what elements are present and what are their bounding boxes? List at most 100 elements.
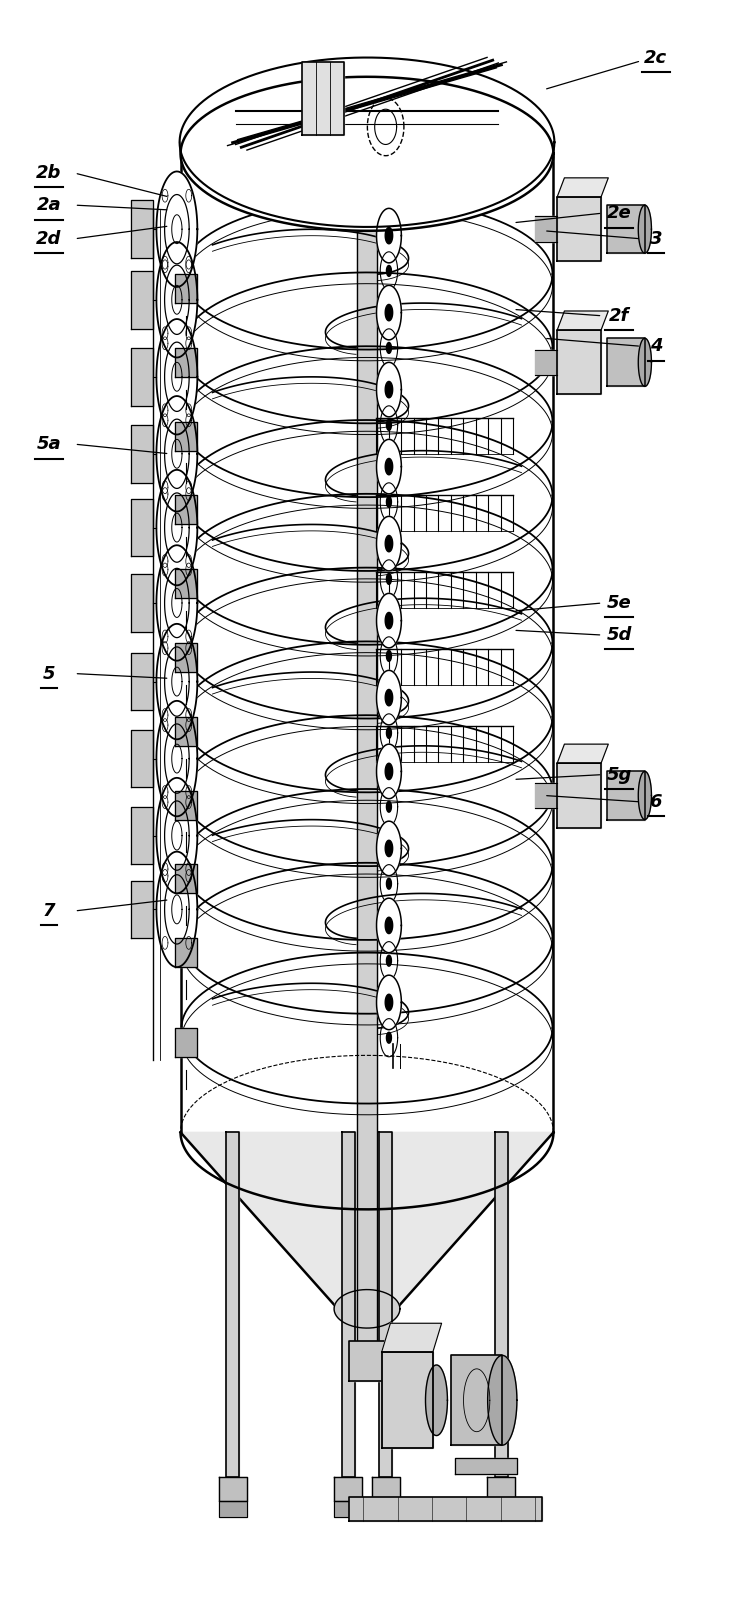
Polygon shape — [377, 744, 401, 799]
Polygon shape — [175, 421, 197, 450]
Polygon shape — [557, 744, 608, 763]
Polygon shape — [175, 347, 197, 376]
Polygon shape — [385, 381, 393, 399]
Polygon shape — [385, 535, 393, 551]
Polygon shape — [377, 209, 401, 264]
Polygon shape — [175, 495, 197, 524]
Polygon shape — [175, 275, 197, 304]
Polygon shape — [557, 763, 601, 828]
Polygon shape — [181, 567, 553, 718]
Polygon shape — [557, 178, 608, 198]
Polygon shape — [131, 424, 153, 482]
Polygon shape — [487, 1355, 517, 1445]
Polygon shape — [385, 763, 393, 779]
Polygon shape — [487, 1501, 515, 1517]
Polygon shape — [639, 206, 652, 254]
Text: 2e: 2e — [607, 204, 632, 222]
Polygon shape — [131, 272, 153, 329]
Polygon shape — [156, 545, 197, 660]
Polygon shape — [349, 1496, 542, 1520]
Text: 2b: 2b — [36, 164, 62, 182]
Polygon shape — [156, 701, 197, 816]
Polygon shape — [387, 802, 391, 812]
Text: 5: 5 — [43, 665, 55, 683]
Polygon shape — [156, 469, 197, 585]
Polygon shape — [156, 852, 197, 967]
Polygon shape — [175, 865, 197, 893]
Polygon shape — [335, 1477, 363, 1501]
Text: 2c: 2c — [644, 48, 667, 66]
Polygon shape — [377, 516, 401, 570]
Polygon shape — [156, 395, 197, 511]
Polygon shape — [387, 955, 391, 966]
Polygon shape — [385, 995, 393, 1011]
Polygon shape — [387, 265, 391, 276]
Text: 5e: 5e — [607, 595, 632, 612]
Polygon shape — [385, 228, 393, 244]
Polygon shape — [181, 346, 553, 497]
Polygon shape — [131, 807, 153, 865]
Polygon shape — [131, 498, 153, 556]
Polygon shape — [175, 569, 197, 598]
Polygon shape — [181, 154, 553, 1133]
Polygon shape — [175, 717, 197, 746]
Text: 2d: 2d — [36, 230, 62, 247]
Polygon shape — [377, 286, 401, 339]
Polygon shape — [377, 362, 401, 416]
Polygon shape — [181, 863, 553, 1014]
Polygon shape — [607, 771, 645, 820]
Polygon shape — [342, 1133, 355, 1477]
Text: 5a: 5a — [37, 435, 61, 453]
Polygon shape — [219, 1501, 247, 1517]
Polygon shape — [377, 975, 401, 1030]
Polygon shape — [377, 593, 401, 648]
Polygon shape — [357, 170, 377, 1340]
Polygon shape — [181, 953, 553, 1104]
Polygon shape — [385, 840, 393, 857]
Polygon shape — [156, 243, 197, 357]
Polygon shape — [181, 77, 553, 231]
Polygon shape — [175, 643, 197, 672]
Polygon shape — [181, 493, 553, 644]
Polygon shape — [131, 347, 153, 405]
Polygon shape — [557, 331, 601, 394]
Polygon shape — [131, 201, 153, 259]
Polygon shape — [377, 670, 401, 725]
Polygon shape — [181, 199, 553, 350]
Polygon shape — [495, 1133, 508, 1477]
Polygon shape — [377, 439, 401, 493]
Polygon shape — [557, 312, 608, 331]
Text: 3: 3 — [650, 230, 662, 247]
Polygon shape — [377, 821, 401, 876]
Polygon shape — [131, 652, 153, 710]
Polygon shape — [607, 206, 645, 254]
Polygon shape — [426, 1364, 448, 1435]
Polygon shape — [387, 419, 391, 431]
Text: 6: 6 — [650, 792, 662, 812]
Polygon shape — [451, 1355, 502, 1445]
Polygon shape — [226, 1133, 239, 1477]
Polygon shape — [181, 273, 553, 423]
Polygon shape — [387, 574, 391, 585]
Text: 2f: 2f — [609, 307, 630, 325]
Polygon shape — [181, 715, 553, 866]
Polygon shape — [131, 574, 153, 632]
Polygon shape — [335, 1501, 363, 1517]
Polygon shape — [387, 879, 391, 889]
Text: 2a: 2a — [37, 196, 61, 214]
Polygon shape — [387, 497, 391, 508]
Polygon shape — [131, 881, 153, 938]
Polygon shape — [382, 1351, 433, 1448]
Polygon shape — [175, 938, 197, 967]
Polygon shape — [156, 320, 197, 434]
Polygon shape — [371, 1477, 399, 1501]
Polygon shape — [302, 63, 344, 135]
Text: 7: 7 — [43, 902, 55, 919]
Polygon shape — [349, 1340, 385, 1380]
Text: 4: 4 — [650, 337, 662, 355]
Polygon shape — [379, 1133, 392, 1477]
Polygon shape — [607, 339, 645, 386]
Text: 5g: 5g — [606, 765, 632, 784]
Polygon shape — [385, 918, 393, 934]
Polygon shape — [455, 1458, 517, 1474]
